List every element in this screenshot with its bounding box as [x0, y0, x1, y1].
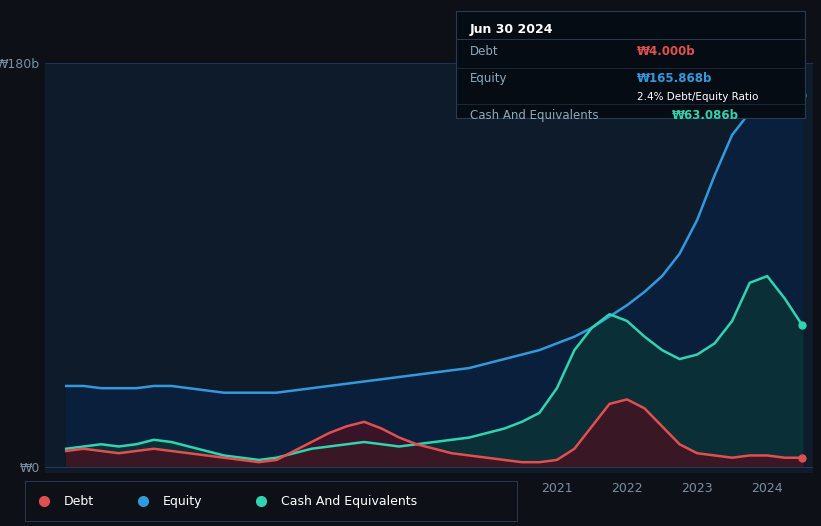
Text: 2.4% Debt/Equity Ratio: 2.4% Debt/Equity Ratio — [637, 93, 759, 103]
Text: Jun 30 2024: Jun 30 2024 — [470, 24, 553, 36]
Text: ₩165.868b: ₩165.868b — [637, 72, 713, 85]
Text: Cash And Equivalents: Cash And Equivalents — [470, 109, 599, 122]
Text: Equity: Equity — [470, 72, 507, 85]
Text: Cash And Equivalents: Cash And Equivalents — [281, 494, 417, 508]
Text: Debt: Debt — [64, 494, 94, 508]
Text: ₩63.086b: ₩63.086b — [672, 109, 739, 122]
Text: Debt: Debt — [470, 45, 498, 58]
Text: Equity: Equity — [163, 494, 202, 508]
Text: ₩4.000b: ₩4.000b — [637, 45, 695, 58]
